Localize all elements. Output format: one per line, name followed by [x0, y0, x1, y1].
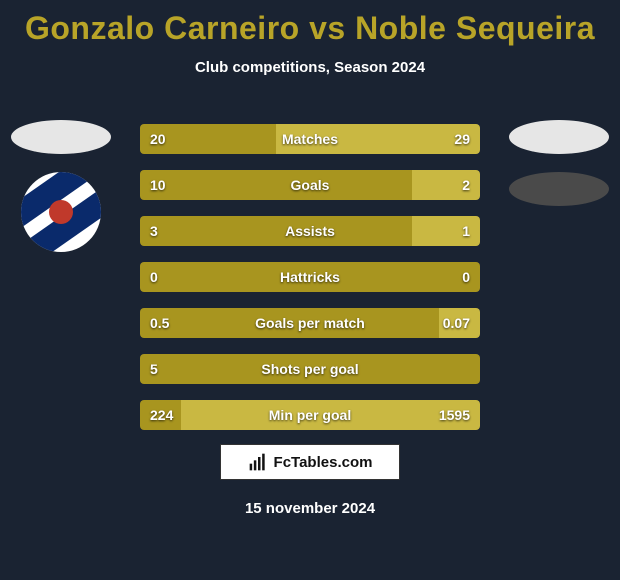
stat-row: 31Assists: [140, 216, 480, 246]
stat-value-right: 1: [452, 216, 480, 246]
right-badge-column: [504, 120, 614, 224]
branding-text: FcTables.com: [274, 454, 373, 471]
stat-row: 00Hattricks: [140, 262, 480, 292]
club-logo-left: [21, 172, 101, 252]
stat-bar-left: [140, 170, 412, 200]
stat-value-left: 0.5: [140, 308, 179, 338]
stat-value-left: 224: [140, 400, 183, 430]
stat-value-right: 0.07: [433, 308, 480, 338]
stats-bars: 2029Matches102Goals31Assists00Hattricks0…: [140, 124, 480, 446]
stat-value-left: 3: [140, 216, 168, 246]
stat-row: 102Goals: [140, 170, 480, 200]
stat-row: 2241595Min per goal: [140, 400, 480, 430]
date-text: 15 november 2024: [0, 500, 620, 517]
stat-value-right: 0: [452, 262, 480, 292]
stat-value-left: 10: [140, 170, 176, 200]
stat-bar-left: [140, 354, 480, 384]
stat-value-right: 2: [452, 170, 480, 200]
player-right-badge-1: [509, 120, 609, 154]
stat-row: 0.50.07Goals per match: [140, 308, 480, 338]
stat-value-left: 0: [140, 262, 168, 292]
branding-box: FcTables.com: [220, 444, 400, 480]
player-left-badge-1: [11, 120, 111, 154]
stat-row: 2029Matches: [140, 124, 480, 154]
player-right-badge-2: [509, 172, 609, 206]
subtitle: Club competitions, Season 2024: [0, 59, 620, 76]
stat-value-left: 20: [140, 124, 176, 154]
stat-bar-left: [140, 216, 412, 246]
stat-bar-left: [140, 262, 480, 292]
chart-icon: [248, 452, 268, 472]
stat-value-left: 5: [140, 354, 168, 384]
stat-value-right: 1595: [429, 400, 480, 430]
left-badge-column: [6, 120, 116, 252]
stat-row: 5Shots per goal: [140, 354, 480, 384]
page-title: Gonzalo Carneiro vs Noble Sequeira: [0, 0, 620, 47]
stat-bar-left: [140, 308, 439, 338]
stat-value-right: 29: [444, 124, 480, 154]
